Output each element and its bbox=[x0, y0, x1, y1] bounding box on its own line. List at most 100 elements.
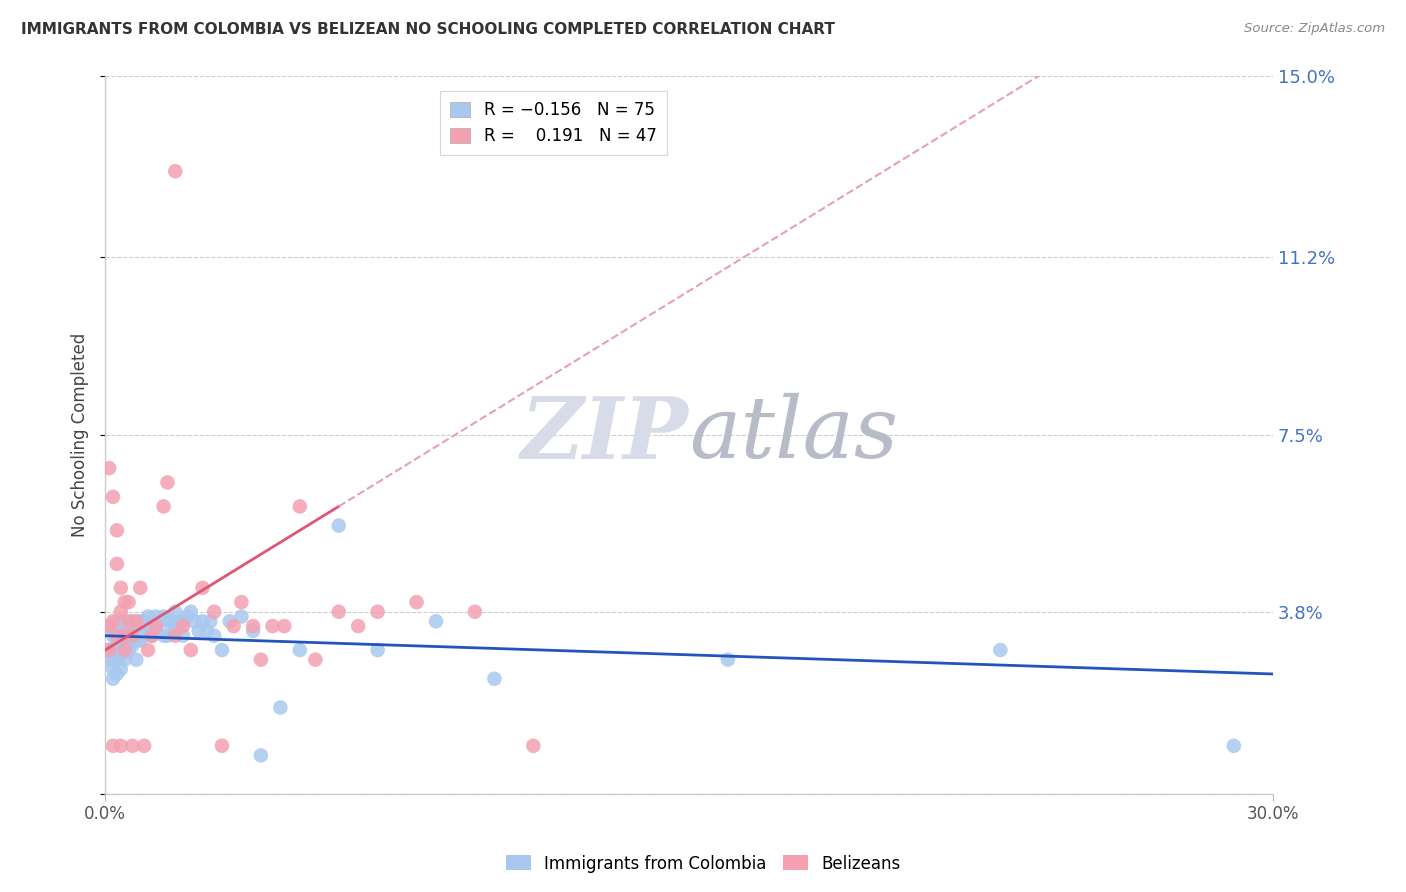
Point bbox=[304, 652, 326, 666]
Point bbox=[183, 615, 205, 629]
Point bbox=[110, 615, 132, 629]
Point bbox=[105, 557, 128, 571]
Point bbox=[202, 605, 225, 619]
Point bbox=[129, 581, 152, 595]
Point bbox=[165, 605, 187, 619]
Point bbox=[218, 615, 240, 629]
Point bbox=[141, 629, 163, 643]
Point bbox=[105, 667, 128, 681]
Point bbox=[98, 643, 121, 657]
Point bbox=[101, 672, 124, 686]
Point bbox=[101, 490, 124, 504]
Point bbox=[134, 629, 156, 643]
Point bbox=[242, 619, 264, 633]
Point bbox=[101, 629, 124, 643]
Point bbox=[105, 629, 128, 643]
Point bbox=[522, 739, 544, 753]
Point bbox=[105, 524, 128, 538]
Point bbox=[114, 652, 136, 666]
Text: IMMIGRANTS FROM COLOMBIA VS BELIZEAN NO SCHOOLING COMPLETED CORRELATION CHART: IMMIGRANTS FROM COLOMBIA VS BELIZEAN NO … bbox=[21, 22, 835, 37]
Point bbox=[101, 615, 124, 629]
Point bbox=[114, 629, 136, 643]
Point bbox=[165, 624, 187, 638]
Point bbox=[172, 629, 194, 643]
Point bbox=[288, 500, 311, 514]
Point bbox=[110, 648, 132, 662]
Point bbox=[117, 643, 139, 657]
Point bbox=[222, 619, 245, 633]
Point bbox=[211, 739, 233, 753]
Point bbox=[105, 638, 128, 652]
Point bbox=[187, 624, 209, 638]
Point bbox=[152, 609, 174, 624]
Point bbox=[101, 643, 124, 657]
Point bbox=[262, 619, 284, 633]
Y-axis label: No Schooling Completed: No Schooling Completed bbox=[72, 333, 89, 537]
Text: ZIP: ZIP bbox=[522, 392, 689, 476]
Point bbox=[110, 739, 132, 753]
Point bbox=[136, 624, 159, 638]
Point bbox=[191, 581, 214, 595]
Point bbox=[988, 643, 1011, 657]
Point bbox=[105, 615, 128, 629]
Point bbox=[250, 652, 273, 666]
Point bbox=[200, 615, 222, 629]
Point bbox=[172, 619, 194, 633]
Point bbox=[136, 643, 159, 657]
Point bbox=[105, 643, 128, 657]
Point bbox=[121, 629, 143, 643]
Point bbox=[156, 615, 179, 629]
Point bbox=[464, 605, 486, 619]
Point bbox=[141, 615, 163, 629]
Point bbox=[110, 581, 132, 595]
Point bbox=[367, 605, 389, 619]
Point bbox=[110, 629, 132, 643]
Point bbox=[484, 672, 506, 686]
Point bbox=[121, 615, 143, 629]
Point bbox=[125, 619, 148, 633]
Point bbox=[180, 605, 202, 619]
Point bbox=[405, 595, 427, 609]
Point bbox=[117, 633, 139, 648]
Point bbox=[114, 633, 136, 648]
Point bbox=[242, 624, 264, 638]
Point bbox=[110, 605, 132, 619]
Point bbox=[105, 652, 128, 666]
Point bbox=[121, 638, 143, 652]
Point bbox=[176, 609, 198, 624]
Point bbox=[114, 624, 136, 638]
Point bbox=[250, 748, 273, 763]
Point bbox=[141, 629, 163, 643]
Point bbox=[717, 652, 740, 666]
Point bbox=[425, 615, 447, 629]
Point bbox=[231, 609, 253, 624]
Point bbox=[110, 638, 132, 652]
Point bbox=[172, 615, 194, 629]
Point bbox=[101, 739, 124, 753]
Point bbox=[98, 619, 121, 633]
Point bbox=[117, 595, 139, 609]
Point bbox=[114, 595, 136, 609]
Point bbox=[98, 643, 121, 657]
Point bbox=[328, 518, 350, 533]
Point bbox=[121, 629, 143, 643]
Point bbox=[98, 652, 121, 666]
Point bbox=[134, 739, 156, 753]
Legend: R = −0.156   N = 75, R =    0.191   N = 47: R = −0.156 N = 75, R = 0.191 N = 47 bbox=[440, 91, 666, 155]
Point bbox=[165, 164, 187, 178]
Text: atlas: atlas bbox=[689, 393, 898, 476]
Point bbox=[149, 615, 172, 629]
Point bbox=[167, 615, 190, 629]
Point bbox=[114, 643, 136, 657]
Point bbox=[1223, 739, 1246, 753]
Point bbox=[129, 633, 152, 648]
Point bbox=[129, 615, 152, 629]
Point bbox=[160, 615, 183, 629]
Point bbox=[117, 624, 139, 638]
Point bbox=[231, 595, 253, 609]
Point bbox=[101, 662, 124, 676]
Text: Source: ZipAtlas.com: Source: ZipAtlas.com bbox=[1244, 22, 1385, 36]
Point bbox=[156, 475, 179, 490]
Point bbox=[134, 615, 156, 629]
Point bbox=[125, 615, 148, 629]
